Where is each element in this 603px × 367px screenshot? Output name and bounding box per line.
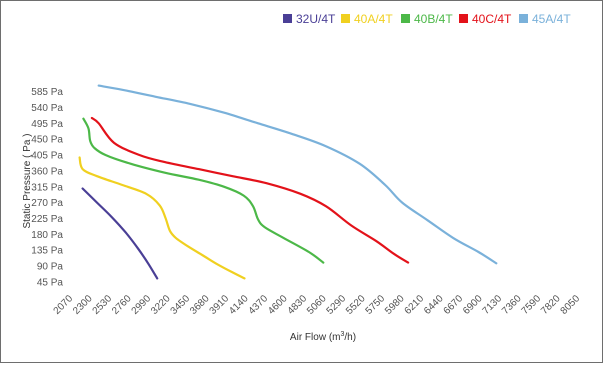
y-tick-label: 45 Pa bbox=[37, 277, 64, 288]
y-axis-label: Static Pressure ( Pa ) bbox=[22, 133, 33, 228]
x-axis-ticks: 2070230025302760299032203450368039104140… bbox=[52, 293, 583, 317]
x-tick-label: 6670 bbox=[442, 293, 466, 317]
x-tick-label: 4830 bbox=[286, 293, 310, 317]
x-tick-label: 6900 bbox=[461, 293, 485, 317]
y-tick-label: 90 Pa bbox=[37, 262, 64, 273]
y-tick-label: 450 Pa bbox=[31, 135, 63, 146]
x-tick-label: 2070 bbox=[52, 293, 76, 317]
y-tick-label: 270 Pa bbox=[31, 198, 63, 209]
legend-label: 40B/4T bbox=[414, 12, 453, 26]
legend-swatch bbox=[519, 14, 528, 23]
legend-swatch bbox=[401, 14, 410, 23]
x-tick-label: 5290 bbox=[325, 293, 349, 317]
legend-label: 32U/4T bbox=[296, 12, 336, 26]
x-axis-label-base: Air Flow (m bbox=[290, 332, 341, 343]
series-line-40b-4t bbox=[82, 117, 325, 264]
x-tick-label: 3220 bbox=[149, 293, 173, 317]
x-tick-label: 7820 bbox=[539, 293, 563, 317]
x-tick-label: 4140 bbox=[227, 293, 251, 317]
y-tick-label: 180 Pa bbox=[31, 230, 63, 241]
legend-swatch bbox=[283, 14, 292, 23]
y-tick-label: 135 Pa bbox=[31, 246, 63, 257]
x-tick-label: 3910 bbox=[208, 293, 232, 317]
x-tick-label: 2530 bbox=[91, 293, 115, 317]
series-lines bbox=[78, 84, 498, 280]
y-axis-ticks: 585 Pa 540 Pa 495 Pa 450 Pa 405 Pa 360 Pa 315 … bbox=[31, 87, 63, 288]
x-tick-label: 2990 bbox=[130, 293, 154, 317]
y-tick-label: 495 Pa bbox=[31, 119, 63, 130]
x-axis-label: Air Flow (m3/h) bbox=[290, 331, 356, 343]
x-tick-label: 3450 bbox=[169, 293, 193, 317]
x-tick-label: 5060 bbox=[305, 293, 329, 317]
x-tick-label: 3680 bbox=[188, 293, 212, 317]
x-tick-label: 2760 bbox=[110, 293, 134, 317]
series-line-40c-4t bbox=[90, 116, 410, 264]
series-line-45a-4t bbox=[97, 84, 498, 265]
x-tick-label: 6210 bbox=[403, 293, 427, 317]
y-tick-label: 540 Pa bbox=[31, 103, 63, 114]
x-axis-label-superscript: 3 bbox=[340, 331, 344, 338]
legend-swatch bbox=[341, 14, 350, 23]
x-tick-label: 7590 bbox=[520, 293, 544, 317]
x-axis-label-tail: /h) bbox=[344, 332, 356, 343]
x-tick-label: 5520 bbox=[344, 293, 368, 317]
legend-label: 40C/4T bbox=[472, 12, 512, 26]
legend-swatch bbox=[459, 14, 468, 23]
legend-label: 40A/4T bbox=[354, 12, 393, 26]
x-tick-label: 4600 bbox=[266, 293, 290, 317]
x-tick-label: 4370 bbox=[247, 293, 271, 317]
x-tick-label: 5980 bbox=[383, 293, 407, 317]
x-tick-label: 5750 bbox=[364, 293, 388, 317]
legend: 32U/4T 40A/4T 40B/4T 40C/4T 45A/4T bbox=[283, 12, 571, 26]
series-line-32u-4t bbox=[81, 187, 159, 280]
y-tick-label: 225 Pa bbox=[31, 214, 63, 225]
y-tick-label: 585 Pa bbox=[31, 87, 63, 98]
x-tick-label: 8050 bbox=[559, 293, 583, 317]
series-line-40a-4t bbox=[78, 156, 246, 280]
legend-label: 45A/4T bbox=[532, 12, 571, 26]
y-tick-label: 405 Pa bbox=[31, 151, 63, 162]
x-tick-label: 7360 bbox=[500, 293, 524, 317]
x-tick-label: 6440 bbox=[422, 293, 446, 317]
y-tick-label: 315 Pa bbox=[31, 182, 63, 193]
x-tick-label: 2300 bbox=[71, 293, 95, 317]
y-tick-label: 360 Pa bbox=[31, 166, 63, 177]
x-tick-label: 7130 bbox=[481, 293, 505, 317]
